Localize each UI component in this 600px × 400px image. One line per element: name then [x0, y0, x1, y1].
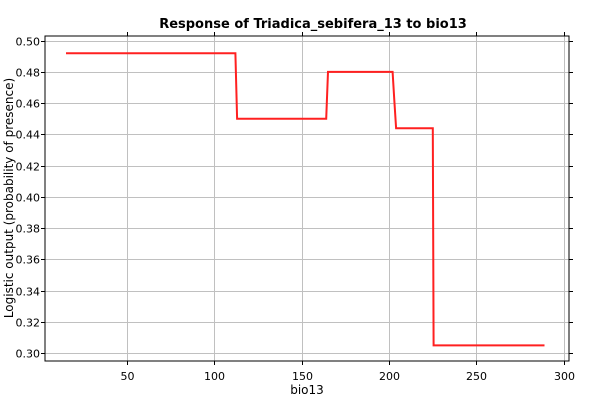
y-tick-label: 0.44	[16, 129, 41, 142]
grid-layer	[45, 36, 569, 361]
x-tick-label: 150	[292, 370, 313, 383]
y-axis-label: Logistic output (probability of presence…	[2, 78, 16, 318]
y-tick-label: 0.48	[16, 67, 41, 80]
y-axis: 0.30 0.32 0.34 0.36 0.38 0.40 0.42 0.44 0.46 0.48…	[16, 36, 573, 361]
y-tick-label: 0.36	[16, 254, 41, 267]
y-tick-label: 0.50	[16, 36, 41, 49]
x-tick-label: 250	[466, 370, 487, 383]
y-tick-label: 0.34	[16, 286, 41, 299]
x-axis: 50 100 150 200 250 300	[121, 32, 575, 383]
plot-frame	[44, 35, 570, 362]
y-tick-label: 0.46	[16, 98, 41, 111]
chart-title: Response of Triadica_sebifera_13 to bio1…	[159, 17, 467, 32]
y-tick-label: 0.32	[16, 317, 41, 330]
x-tick-label: 200	[379, 370, 400, 383]
y-tick-label: 0.38	[16, 223, 41, 236]
series-line	[66, 52, 545, 347]
y-tick-label: 0.30	[16, 348, 41, 361]
y-tick-label: 0.40	[16, 192, 41, 205]
x-tick-label: 50	[121, 370, 135, 383]
y-tick-label: 0.42	[16, 161, 41, 174]
series-layer	[66, 52, 545, 347]
x-tick-label: 100	[204, 370, 225, 383]
x-axis-label: bio13	[290, 383, 324, 397]
x-tick-label: 300	[554, 370, 575, 383]
